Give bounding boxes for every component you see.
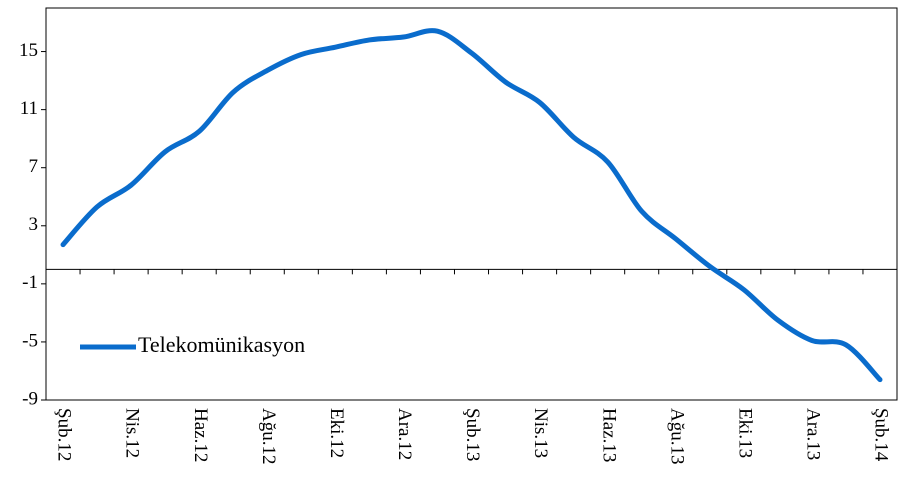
y-tick-label: -5 xyxy=(22,330,38,351)
x-tick-label: Haz.13 xyxy=(598,408,619,462)
x-tick-label: Nis.13 xyxy=(530,408,551,458)
x-tick-label: Ağu.12 xyxy=(258,408,279,464)
y-tick-label: -1 xyxy=(22,272,38,293)
x-tick-label: Şub.13 xyxy=(462,408,483,461)
x-tick-label: Şub.14 xyxy=(871,408,892,462)
x-tick-label: Ara.12 xyxy=(394,408,415,460)
y-tick-label: 7 xyxy=(29,156,39,177)
y-tick-label: -9 xyxy=(22,388,38,409)
legend-label: Telekomünikasyon xyxy=(138,332,305,357)
x-tick-label: Eki.12 xyxy=(326,408,347,458)
y-tick-label: 11 xyxy=(20,98,38,119)
y-tick-label: 15 xyxy=(19,40,38,61)
x-tick-label: Şub.12 xyxy=(54,408,75,461)
plot-frame xyxy=(45,7,898,401)
x-tick-label: Ara.13 xyxy=(803,408,824,460)
x-tick-label: Eki.13 xyxy=(734,408,755,458)
x-tick-label: Haz.12 xyxy=(190,408,211,462)
line xyxy=(60,28,883,383)
x-tick-label: Nis.12 xyxy=(122,408,143,458)
x-tick-label: Ağu.13 xyxy=(666,408,687,464)
y-tick-label: 3 xyxy=(29,214,39,235)
